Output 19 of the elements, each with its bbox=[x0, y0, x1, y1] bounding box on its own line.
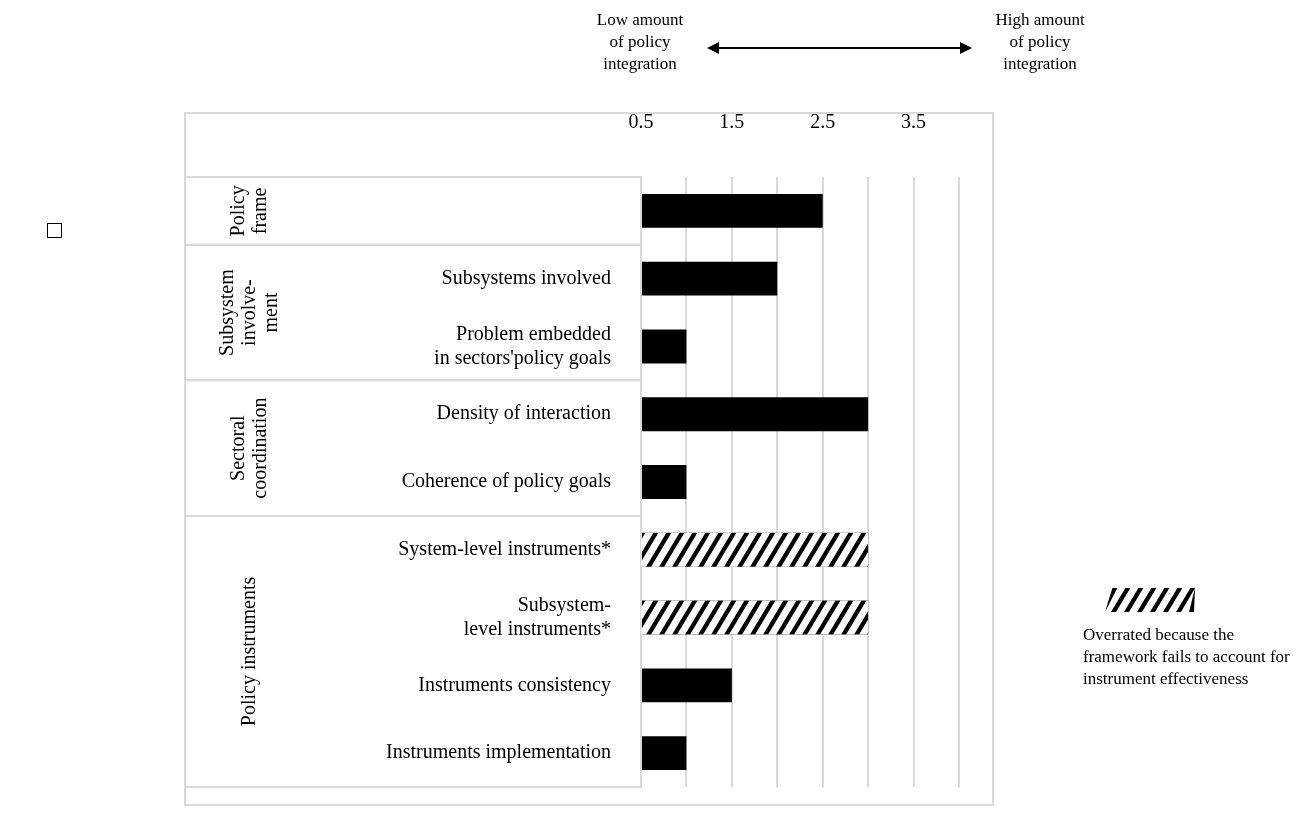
text: Sectoral coordination bbox=[226, 397, 271, 499]
y-tick-label: Instruments consistency bbox=[418, 672, 611, 696]
text: Subsystem involve- ment bbox=[215, 268, 282, 356]
y-tick-label: System-level instruments* bbox=[398, 537, 611, 561]
x-tick-label: 1.5 bbox=[719, 110, 745, 133]
text: Policy frame bbox=[226, 185, 271, 237]
y-tick-label: Coherence of policy goals bbox=[401, 469, 612, 493]
y-tick-label: Problem embedded in sectors'policy goals bbox=[434, 321, 612, 369]
text: Low amount of policy integration bbox=[596, 10, 684, 73]
x-tick-label: 3.5 bbox=[901, 110, 927, 133]
x-tick-label: 0.5 bbox=[628, 110, 654, 133]
legend-label: Overrated because the framework fails to account for instrument effectiveness bbox=[1083, 624, 1291, 690]
x-tick-label: 2.5 bbox=[810, 110, 836, 133]
text: Policy instruments bbox=[237, 576, 261, 727]
y-tick-label: Density of interaction bbox=[436, 401, 611, 425]
y-tick-label: Subsystem- level instruments* bbox=[463, 592, 611, 639]
y-tick-label: Subsystems involved bbox=[441, 265, 611, 289]
y-tick-label: Instruments implementation bbox=[386, 740, 611, 764]
text: High amount of policy integration bbox=[995, 10, 1085, 73]
